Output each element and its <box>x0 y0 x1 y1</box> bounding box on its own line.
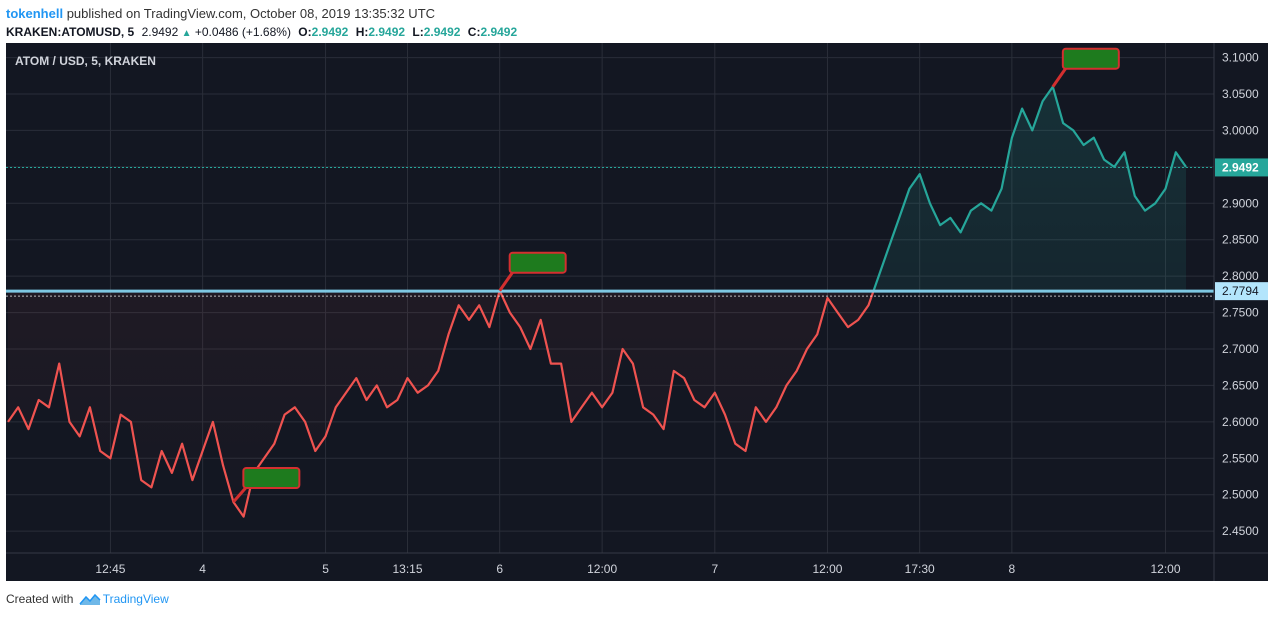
chart-header: tokenhell published on TradingView.com, … <box>6 4 1268 41</box>
close-label: C: <box>467 25 481 39</box>
y-tick-label: 2.6000 <box>1222 415 1259 429</box>
symbol-info: KRAKEN:ATOMUSD, 5 2.9492 ▲ +0.0486 (+1.6… <box>6 23 1268 41</box>
up-arrow-icon: ▲ <box>181 28 192 39</box>
reference-price-label-bg <box>1215 282 1268 301</box>
chart-panel[interactable]: ATOM / USD, 5, KRAKEN 2.4500 2.5000 2.5500… <box>6 43 1268 581</box>
x-tick-label: 13:15 <box>392 562 422 576</box>
publish-info: tokenhell published on TradingView.com, … <box>6 4 1268 23</box>
area-fills <box>8 86 1186 517</box>
x-tick-label: 12:45 <box>95 562 125 576</box>
y-tick-label: 2.7500 <box>1222 306 1259 320</box>
y-tick-label: 3.0500 <box>1222 87 1259 101</box>
price-chart[interactable]: ATOM / USD, 5, KRAKEN 2.4500 2.5000 2.5500… <box>6 43 1268 581</box>
price-lines <box>7 85 1187 518</box>
low-label: L: <box>412 25 424 39</box>
y-tick-label: 2.8500 <box>1222 233 1259 247</box>
x-tick-label: 5 <box>322 562 329 576</box>
y-tick-label: 2.8000 <box>1222 269 1259 283</box>
y-tick-label: 2.6500 <box>1222 378 1259 392</box>
y-tick-label: 2.7000 <box>1222 342 1259 356</box>
price-line-above <box>498 85 1187 292</box>
marker-pointer <box>1051 65 1069 88</box>
high-label: H: <box>355 25 369 39</box>
reference-price-label: 2.7794 <box>1222 284 1259 298</box>
chart-title: ATOM / USD, 5, KRAKEN <box>15 54 156 68</box>
x-tick-label: 12:00 <box>1150 562 1180 576</box>
last-price: 2.9492 <box>141 25 179 39</box>
y-tick-label: 2.4500 <box>1222 524 1259 538</box>
x-tick-label: 17:30 <box>905 562 935 576</box>
x-tick-label: 8 <box>1009 562 1016 576</box>
last-price-label: 2.9492 <box>1222 160 1259 174</box>
x-tick-label: 12:00 <box>587 562 617 576</box>
open-value: 2.9492 <box>311 25 349 39</box>
x-tick-label: 6 <box>496 562 503 576</box>
x-tick-label: 7 <box>711 562 718 576</box>
y-tick-label: 2.5000 <box>1222 488 1259 502</box>
high-value: 2.9492 <box>368 25 406 39</box>
y-tick-label: 2.5500 <box>1222 451 1259 465</box>
price-line-below <box>7 291 875 518</box>
last-price-label-bg <box>1215 158 1268 177</box>
marker-box <box>1061 47 1120 70</box>
area-below-fill <box>8 291 1186 517</box>
y-tick-label: 3.0000 <box>1222 123 1259 137</box>
published-text: published on TradingView.com, October 08… <box>66 6 436 21</box>
marker-box <box>508 251 567 274</box>
open-label: O: <box>298 25 312 39</box>
x-tick-label: 4 <box>199 562 206 576</box>
marker-pointer <box>498 269 515 292</box>
author-link[interactable]: tokenhell <box>6 6 64 21</box>
markers <box>232 47 1120 503</box>
symbol-name: KRAKEN:ATOMUSD, 5 <box>6 25 135 39</box>
created-with-text: Created with <box>6 592 74 606</box>
footer: Created with TradingView <box>6 592 169 607</box>
low-value: 2.9492 <box>423 25 461 39</box>
y-tick-label: 2.9000 <box>1222 196 1259 210</box>
tradingview-logo-icon <box>79 593 101 607</box>
area-above-fill <box>499 86 1186 292</box>
tradingview-brand[interactable]: TradingView <box>102 592 169 606</box>
price-change: +0.0486 (+1.68%) <box>194 25 291 39</box>
time-scale[interactable]: 12:45 4 5 13:15 6 12:00 7 12:00 17:30 8 12:00 <box>95 562 1180 576</box>
price-labels: 2.9492 2.7794 <box>1215 158 1268 301</box>
y-tick-label: 3.1000 <box>1222 51 1259 65</box>
marker-box <box>242 467 301 489</box>
close-value: 2.9492 <box>480 25 518 39</box>
reference-line-group <box>6 166 1214 297</box>
x-tick-label: 12:00 <box>812 562 842 576</box>
